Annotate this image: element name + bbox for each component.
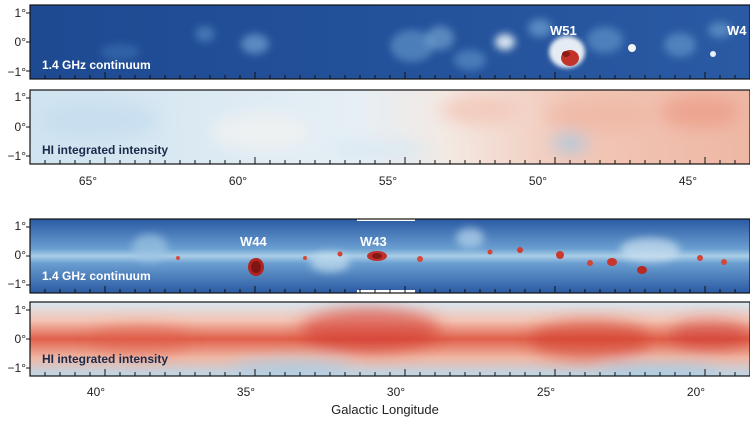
panel-lower-hi [29, 301, 750, 377]
y-tick-label: 1° [15, 219, 27, 233]
y-tick-label: −1° [8, 277, 27, 291]
y-axis-panel-3: 1° 0° −1° [8, 303, 27, 375]
w51-region [549, 36, 585, 68]
panel-label-upper-continuum: 1.4 GHz continuum [42, 58, 151, 72]
x-tick-label: 20° [687, 385, 705, 399]
x-axis-upper: 65° 60° 55° 50° 45° [79, 174, 697, 188]
y-tick-label: 0° [15, 120, 27, 134]
panel-upper-hi [29, 89, 750, 165]
x-tick-label: 60° [229, 174, 247, 188]
panel-label-lower-continuum: 1.4 GHz continuum [42, 269, 151, 283]
x-tick-label: 65° [79, 174, 97, 188]
y-tick-label: −1° [8, 149, 27, 163]
hi-upper-structure [40, 96, 740, 160]
panel-label-lower-hi: HI integrated intensity [42, 352, 168, 366]
x-axis-lower: 40° 35° 30° 25° 20° [87, 385, 705, 399]
data-gap-bottom [357, 290, 415, 293]
source-label-w4: W4 [727, 23, 747, 38]
axis-ticks [26, 12, 750, 376]
data-gap-top [357, 219, 415, 221]
x-tick-label: 25° [537, 385, 555, 399]
y-axis-panel-0: 1° 0° −1° [8, 6, 27, 79]
y-axis-panel-2: 1° 0° −1° [8, 219, 27, 291]
y-axis-panel-1: 1° 0° −1° [8, 90, 27, 163]
panel-label-upper-hi: HI integrated intensity [42, 143, 168, 157]
panel-upper-continuum [29, 4, 750, 80]
x-tick-label: 30° [387, 385, 405, 399]
lower-continuum-sources [176, 247, 727, 276]
y-tick-label: −1° [8, 361, 27, 375]
hi-lower-structure [90, 308, 750, 376]
source-label-w43: W43 [360, 234, 387, 249]
source-label-w51: W51 [550, 23, 577, 38]
x-tick-label: 45° [679, 174, 697, 188]
x-tick-label: 35° [237, 385, 255, 399]
source-label-w44: W44 [240, 234, 268, 249]
continuum-lower-structure [132, 228, 680, 272]
x-axis-title: Galactic Longitude [331, 402, 439, 417]
y-tick-label: 0° [15, 248, 27, 262]
y-tick-label: −1° [8, 65, 27, 79]
x-tick-label: 50° [529, 174, 547, 188]
y-tick-label: 1° [15, 303, 27, 317]
y-tick-label: 0° [15, 35, 27, 49]
y-tick-label: 1° [15, 6, 27, 20]
x-tick-label: 40° [87, 385, 105, 399]
y-tick-label: 1° [15, 90, 27, 104]
y-tick-label: 0° [15, 332, 27, 346]
x-tick-label: 55° [379, 174, 397, 188]
continuum-structure [100, 19, 732, 70]
